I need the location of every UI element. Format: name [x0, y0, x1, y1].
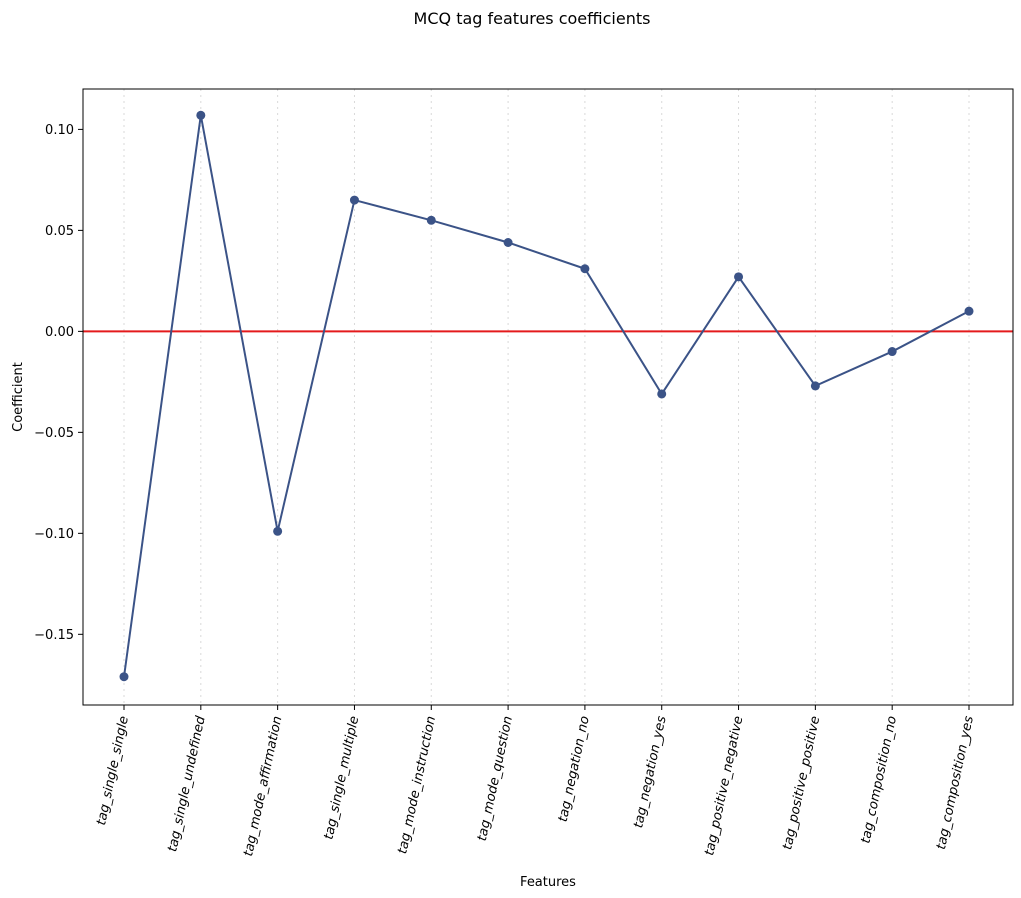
x-tick-label: tag_mode_instruction [395, 715, 439, 856]
data-point [964, 306, 974, 316]
x-tick-label: tag_mode_affirmation [241, 715, 285, 858]
x-tick-label: tag_mode_question [475, 715, 516, 843]
data-point [196, 110, 206, 120]
data-point [734, 272, 744, 282]
y-tick-label: −0.15 [34, 628, 74, 643]
plot-area [82, 88, 1014, 706]
y-tick-label: 0.05 [45, 224, 74, 239]
x-axis-label: Features [520, 875, 576, 890]
x-axis: tag_single_single tag_single_undefined tag… [94, 705, 977, 858]
data-point [657, 389, 667, 399]
y-tick-label: 0.10 [45, 123, 74, 138]
x-tick-label: tag_composition_no [858, 715, 900, 845]
data-point [503, 237, 513, 247]
data-point [426, 215, 436, 225]
x-tick-label: tag_negation_no [556, 715, 593, 824]
y-axis: −0.15 −0.10 −0.05 0.00 0.05 0.10 [34, 123, 83, 643]
x-tick-label: tag_positive_positive [780, 715, 823, 851]
x-tick-label: tag_composition_yes [934, 715, 977, 851]
data-point [349, 195, 359, 205]
y-tick-label: −0.05 [34, 426, 74, 441]
data-point [580, 264, 590, 274]
x-tick-label: tag_single_undefined [165, 714, 209, 853]
y-tick-label: −0.10 [34, 527, 74, 542]
x-grid [123, 89, 970, 705]
data-point [119, 672, 129, 682]
chart-title: MCQ tag features coefficients [414, 9, 651, 28]
x-tick-label: tag_negation_yes [631, 714, 669, 829]
y-axis-label: Coefficient [11, 362, 26, 432]
x-tick-label: tag_single_multiple [322, 715, 363, 841]
y-tick-label: 0.00 [45, 325, 74, 340]
data-point [810, 381, 820, 391]
x-tick-label: tag_single_single [94, 715, 132, 827]
data-point [273, 526, 283, 536]
data-point [887, 347, 897, 357]
series-line [123, 115, 970, 677]
x-tick-label: tag_positive_negative [702, 715, 746, 857]
data-points [119, 110, 974, 682]
